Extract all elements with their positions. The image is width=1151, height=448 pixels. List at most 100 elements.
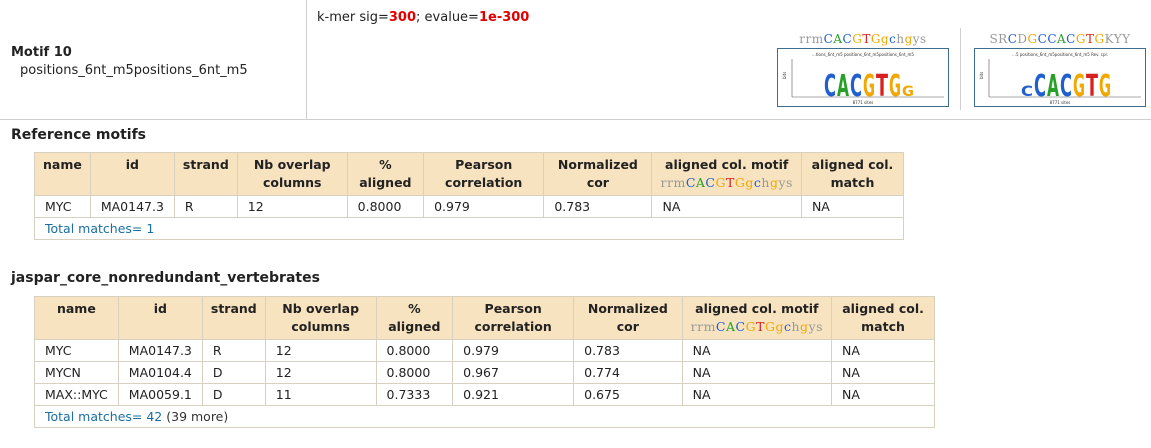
table-cell: 0.967 <box>452 361 575 384</box>
jaspar-section-title: jaspar_core_nonredundant_vertebrates <box>11 270 320 286</box>
sig-label: k-mer sig= <box>317 10 389 25</box>
table-cell: 0.979 <box>423 195 545 218</box>
table-cell: MA0059.1 <box>117 383 203 406</box>
header-consensus: rrmCACGTGgchgys <box>660 175 793 190</box>
total-matches-link[interactable]: Total matches= 1 <box>45 221 155 236</box>
logo-letter: G <box>863 69 875 104</box>
column-header: % aligned <box>346 152 425 196</box>
motif-title: Motif 10 <box>11 45 72 60</box>
table-cell: 0.7333 <box>375 383 454 406</box>
table-cell: NA <box>831 383 935 406</box>
table-cell: R <box>173 195 238 218</box>
total-row: Total matches= 1 <box>34 217 904 240</box>
logo-letter: G <box>902 84 914 100</box>
motif-header-row: Motif 10 positions_6nt_m5positions_6nt_m… <box>0 0 1151 120</box>
table-cell: MA0147.3 <box>117 339 203 362</box>
column-header: strand <box>173 152 238 196</box>
total-matches-link[interactable]: Total matches= 42 <box>45 409 163 424</box>
logo-caption: ...5 positions_6nt_m5positions_6nt_m5 Re… <box>1012 52 1108 57</box>
table-cell: NA <box>651 195 802 218</box>
sig-value: 300 <box>388 10 417 25</box>
logo-letter: G <box>1073 69 1085 104</box>
logo-letter: A <box>837 69 849 104</box>
logo-letter: G <box>1099 69 1111 104</box>
evalue-label: ; evalue= <box>416 10 479 25</box>
logo-consensus: SRCDGCCACGTGKYY <box>989 32 1131 46</box>
logo-image[interactable]: ...tions_6nt_m5 positions_6nt_m5position… <box>777 48 949 107</box>
motif-subtitle: positions_6nt_m5positions_6nt_m5 <box>20 63 248 78</box>
table-cell: 11 <box>264 383 377 406</box>
column-header: Normalized cor <box>573 296 683 340</box>
svg-text:bits: bits <box>782 72 787 79</box>
table-row: MYCN MA0104.4 D 12 0.8000 0.967 0.774 NA NA <box>34 361 935 384</box>
table-row: MAX::MYC MA0059.1 D 11 0.7333 0.921 0.675 NA NA <box>34 383 935 406</box>
logo-letter: A <box>1047 69 1059 104</box>
table-header-row: name id strand Nb overlap columns% aligned P… <box>34 152 905 196</box>
table-cell: R <box>201 339 266 362</box>
column-header: id <box>117 296 203 340</box>
column-header: Nb overlap columns <box>236 152 348 196</box>
logo-consensus: rrmCACGTGgchgys <box>799 32 927 46</box>
table-cell: 12 <box>264 361 377 384</box>
column-header: aligned col. match <box>800 152 905 196</box>
table-cell: NA <box>681 339 833 362</box>
table-cell: 0.921 <box>452 383 575 406</box>
logo-forward[interactable]: rrmCACGTGgchgys ...tions_6nt_m5 position… <box>777 31 949 107</box>
logo-letter: T <box>876 69 888 104</box>
table-cell: 0.8000 <box>346 195 425 218</box>
table-cell: MA0147.3 <box>89 195 175 218</box>
table-cell: 0.675 <box>573 383 683 406</box>
column-header: % aligned <box>375 296 454 340</box>
sequence-logo-forward: ...tions_6nt_m5 positions_6nt_m5position… <box>782 52 944 105</box>
column-header: id <box>89 152 175 196</box>
logo-caption: ...tions_6nt_m5 positions_6nt_m5position… <box>812 52 914 57</box>
table-row: MYC MA0147.3 R 12 0.8000 0.979 0.783 NA NA <box>34 195 905 218</box>
logo-sites: 8771 sites <box>853 100 874 105</box>
more-count: (39 more) <box>162 409 229 424</box>
table-cell: 0.979 <box>452 339 575 362</box>
logo-letter: T <box>1086 69 1098 104</box>
logo-reverse[interactable]: SRCDGCCACGTGKYY ...5 positions_6nt_m5pos… <box>974 31 1146 107</box>
table-cell: NA <box>800 195 905 218</box>
column-header: Nb overlap columns <box>264 296 377 340</box>
table-cell: NA <box>831 361 935 384</box>
reference-section-title: Reference motifs <box>11 127 147 143</box>
logo-letter: C <box>850 69 862 104</box>
reference-table: name id strand Nb overlap columns% aligned P… <box>34 152 905 240</box>
logo-sites: 8771 sites <box>1050 100 1071 105</box>
table-cell: 0.774 <box>573 361 683 384</box>
column-header: name <box>34 152 91 196</box>
motif-info-cell: Motif 10 positions_6nt_m5positions_6nt_m… <box>0 0 307 119</box>
table-cell: 0.783 <box>573 339 683 362</box>
table-header-row: name id strand Nb overlap columns% aligned P… <box>34 296 935 340</box>
table-cell: NA <box>681 383 833 406</box>
jaspar-table: name id strand Nb overlap columns% aligned P… <box>34 296 935 428</box>
table-cell: MYC <box>34 339 119 362</box>
logo-letter: C <box>1034 69 1046 104</box>
significance-line: k-mer sig=300; evalue=1e-300 <box>317 10 529 25</box>
sequence-logo-reverse: ...5 positions_6nt_m5positions_6nt_m5 Re… <box>979 52 1141 105</box>
logo-letter: C <box>824 69 836 104</box>
table-cell: 12 <box>264 339 377 362</box>
logo-letter: C <box>1021 84 1033 100</box>
svg-text:bits: bits <box>979 72 984 79</box>
column-header: name <box>34 296 119 340</box>
logo-image[interactable]: ...5 positions_6nt_m5positions_6nt_m5 Re… <box>974 48 1146 107</box>
table-cell: NA <box>831 339 935 362</box>
table-cell: 0.783 <box>543 195 653 218</box>
table-cell: 12 <box>236 195 348 218</box>
column-header: aligned col. match <box>831 296 935 340</box>
column-header: Pearson correlation <box>423 152 545 196</box>
logo-letter: C <box>1060 69 1072 104</box>
column-header: Pearson correlation <box>452 296 575 340</box>
column-header: aligned col. motif rrmCACGTGgchgys <box>681 296 833 340</box>
header-consensus: rrmCACGTGgchgys <box>690 319 824 334</box>
table-cell: D <box>201 361 266 384</box>
column-header: strand <box>201 296 266 340</box>
column-header: aligned col. motif rrmCACGTGgchgys <box>651 152 802 196</box>
column-header: Normalized cor <box>543 152 653 196</box>
table-cell: MYC <box>34 195 91 218</box>
evalue-value: 1e-300 <box>478 10 530 25</box>
